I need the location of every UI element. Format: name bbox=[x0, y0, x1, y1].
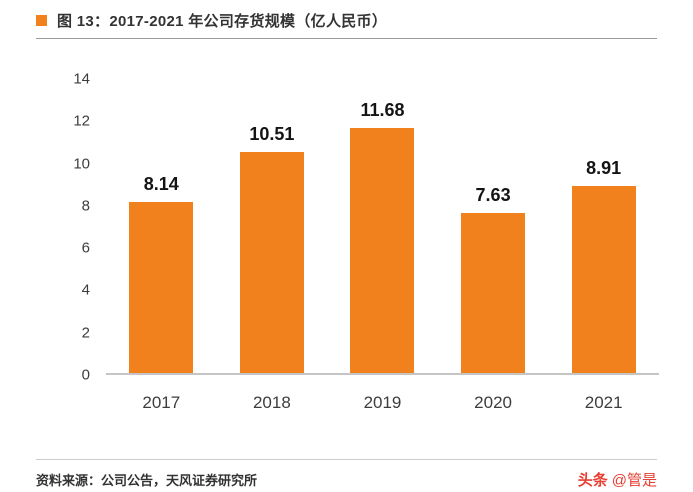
header-divider bbox=[36, 38, 657, 39]
orange-bullet-icon bbox=[36, 15, 47, 26]
bar-value-label: 11.68 bbox=[360, 99, 405, 120]
footer-divider bbox=[36, 459, 657, 460]
source-row: 资料来源：公司公告，天风证券研究所 头条 @管是 bbox=[36, 469, 657, 490]
y-axis-tick-label: 10 bbox=[73, 155, 90, 173]
bar bbox=[461, 212, 526, 373]
y-axis-tick-label: 14 bbox=[73, 70, 90, 88]
y-axis-tick-label: 12 bbox=[73, 112, 90, 130]
y-axis-tick-label: 0 bbox=[81, 366, 90, 384]
y-axis-tick-label: 4 bbox=[81, 281, 90, 299]
bar-value-label: 10.51 bbox=[249, 124, 295, 145]
x-axis-label: 2018 bbox=[252, 393, 291, 412]
x-axis-label: 2020 bbox=[474, 393, 512, 412]
x-axis-label: 2019 bbox=[363, 393, 402, 412]
y-axis-tick-label: 2 bbox=[81, 324, 90, 342]
bar-value-label: 7.63 bbox=[475, 184, 511, 205]
bar bbox=[571, 185, 636, 373]
bar-value-label: 8.91 bbox=[586, 157, 622, 178]
watermark: 头条 @管是 bbox=[578, 469, 657, 490]
bar-column: 8.91 2021 bbox=[548, 79, 659, 412]
y-axis-tick-label: 8 bbox=[81, 197, 90, 215]
plot-area: 8.14 2017 10.51 2018 11.68 2019 7.63 2020 8.91 20… bbox=[106, 79, 659, 412]
figure-title: 图 13：2017-2021 年公司存货规模（亿人民币） bbox=[57, 13, 388, 30]
bar-column: 10.51 2018 bbox=[217, 79, 328, 412]
bar bbox=[350, 127, 415, 373]
bar bbox=[129, 202, 194, 373]
x-axis-label: 2017 bbox=[142, 393, 181, 412]
y-axis-tick-label: 6 bbox=[81, 239, 90, 257]
watermark-handle: @管是 bbox=[611, 472, 657, 489]
bar-column: 8.14 2017 bbox=[106, 79, 217, 412]
watermark-brand: 头条 bbox=[577, 472, 608, 489]
bar-chart: 0 2 4 6 8 10 12 14 8.14 2017 10.51 2018 11.68 2019 7.… bbox=[44, 71, 659, 412]
bar bbox=[239, 152, 304, 373]
y-axis: 0 2 4 6 8 10 12 14 bbox=[44, 71, 106, 384]
source-text: 资料来源：公司公告，天风证券研究所 bbox=[36, 473, 258, 488]
figure-header: 图 13：2017-2021 年公司存货规模（亿人民币） bbox=[0, 0, 693, 31]
x-axis-label: 2021 bbox=[584, 393, 623, 412]
bar-value-label: 8.14 bbox=[143, 174, 179, 195]
bar-column: 11.68 2019 bbox=[327, 79, 438, 412]
bar-column: 7.63 2020 bbox=[438, 79, 549, 412]
